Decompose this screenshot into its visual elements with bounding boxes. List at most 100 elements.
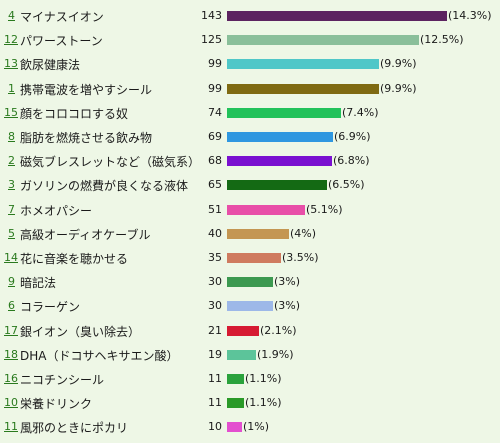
- rank-link[interactable]: 5: [8, 226, 15, 240]
- bar: [227, 228, 289, 239]
- percent-label: (3%): [274, 275, 301, 289]
- table-row: 6 コラーゲン 30 (3%): [0, 297, 500, 317]
- bar: [227, 398, 244, 409]
- percent-label: (12.5%): [420, 33, 464, 47]
- category-label: ガソリンの燃費が良くなる液体: [20, 179, 189, 194]
- rank-link[interactable]: 17: [4, 323, 18, 337]
- table-row: 11 風邪のときにポカリ 10 (1%): [0, 418, 500, 438]
- count-value: 30: [208, 299, 222, 313]
- category-label: 銀イオン（臭い除去）: [20, 324, 141, 339]
- table-row: 16 ニコチンシール 11 (1.1%): [0, 370, 500, 390]
- bar: [227, 325, 259, 336]
- rank-link[interactable]: 10: [4, 396, 18, 410]
- rank-link[interactable]: 15: [4, 105, 18, 119]
- count-value: 99: [208, 81, 222, 95]
- percent-label: (1.1%): [245, 372, 282, 385]
- rank-link[interactable]: 8: [8, 130, 15, 143]
- count-value: 11: [208, 396, 222, 410]
- category-label: 花に音楽を聴かせる: [20, 252, 129, 266]
- percent-label: (6.5%): [328, 178, 365, 192]
- rank-link[interactable]: 18: [4, 347, 18, 361]
- rank-link[interactable]: 14: [4, 251, 18, 264]
- bar: [227, 132, 333, 142]
- percent-label: (5.1%): [306, 202, 343, 216]
- count-value: 11: [208, 372, 222, 385]
- table-row: 14 花に音楽を聴かせる 35 (3.5%): [0, 249, 500, 269]
- rank-link[interactable]: 3: [8, 178, 15, 192]
- category-label: 高級オーディオケーブル: [20, 227, 151, 242]
- category-label: 栄養ドリンク: [20, 397, 93, 412]
- percent-label: (1%): [243, 420, 270, 434]
- count-value: 40: [208, 226, 222, 240]
- percent-label: (3%): [274, 299, 301, 313]
- count-value: 99: [208, 57, 222, 71]
- table-row: 13 飲尿健康法 99 (9.9%): [0, 55, 500, 75]
- bar: [227, 83, 379, 94]
- bar: [227, 11, 447, 21]
- category-label: 暗記法: [20, 276, 57, 291]
- category-label: 携帯電波を増やすシール: [20, 82, 153, 97]
- bar: [227, 374, 244, 384]
- rank-link[interactable]: 16: [4, 372, 18, 385]
- rank-link[interactable]: 13: [4, 57, 18, 71]
- table-row: 1 携帯電波を増やすシール 99 (9.9%): [0, 80, 500, 100]
- bar: [227, 180, 327, 191]
- category-label: パワーストーン: [20, 34, 103, 49]
- rank-link[interactable]: 2: [8, 154, 15, 168]
- count-value: 65: [208, 178, 222, 192]
- count-value: 68: [208, 154, 222, 168]
- count-value: 74: [208, 105, 222, 119]
- category-label: 顔をコロコロする奴: [20, 106, 129, 121]
- table-row: 9 暗記法 30 (3%): [0, 273, 500, 293]
- percent-label: (9.9%): [380, 57, 417, 71]
- percent-label: (7.4%): [342, 105, 379, 119]
- table-row: 10 栄養ドリンク 11 (1.1%): [0, 394, 500, 414]
- category-label: 風邪のときにポカリ: [20, 421, 129, 436]
- table-row: 2 磁気ブレスレットなど（磁気系） 68 (6.8%): [0, 152, 500, 172]
- rank-link[interactable]: 9: [8, 275, 15, 289]
- bar: [227, 349, 256, 360]
- table-row: 17 銀イオン（臭い除去） 21 (2.1%): [0, 322, 500, 342]
- table-row: 7 ホメオパシー 51 (5.1%): [0, 201, 500, 221]
- bar: [227, 35, 419, 46]
- category-label: ニコチンシール: [20, 373, 105, 387]
- rank-link[interactable]: 1: [8, 81, 15, 95]
- table-row: 3 ガソリンの燃費が良くなる液体 65 (6.5%): [0, 176, 500, 196]
- percent-label: (1.9%): [257, 347, 294, 361]
- bar: [227, 107, 341, 118]
- category-label: 飲尿健康法: [20, 58, 81, 73]
- rank-link[interactable]: 11: [4, 420, 18, 434]
- rank-link[interactable]: 4: [8, 9, 15, 22]
- percent-label: (1.1%): [245, 396, 282, 410]
- category-label: 磁気ブレスレットなど（磁気系）: [20, 155, 201, 170]
- rank-link[interactable]: 12: [4, 33, 18, 47]
- bar: [227, 253, 281, 263]
- count-value: 21: [208, 323, 222, 337]
- category-label: ホメオパシー: [20, 203, 93, 218]
- percent-label: (2.1%): [260, 323, 297, 337]
- category-label: DHA（ドコサヘキサエン酸）: [20, 348, 179, 363]
- rank-link[interactable]: 6: [8, 299, 15, 313]
- count-value: 143: [201, 9, 222, 22]
- percent-label: (6.8%): [333, 154, 370, 168]
- rank-link[interactable]: 7: [8, 202, 15, 216]
- count-value: 30: [208, 275, 222, 289]
- percent-label: (9.9%): [380, 81, 417, 95]
- count-value: 10: [208, 420, 222, 434]
- percent-label: (4%): [290, 226, 317, 240]
- table-row: 18 DHA（ドコサヘキサエン酸） 19 (1.9%): [0, 346, 500, 366]
- percent-label: (3.5%): [282, 251, 319, 264]
- count-value: 69: [208, 130, 222, 143]
- percent-label: (6.9%): [334, 130, 371, 143]
- table-row: 5 高級オーディオケーブル 40 (4%): [0, 225, 500, 245]
- count-value: 35: [208, 251, 222, 264]
- table-row: 4 マイナスイオン 143 (14.3%): [0, 7, 500, 27]
- count-value: 125: [201, 33, 222, 47]
- bar: [227, 277, 273, 288]
- bar: [227, 59, 379, 70]
- count-value: 51: [208, 202, 222, 216]
- table-row: 12 パワーストーン 125 (12.5%): [0, 31, 500, 51]
- category-label: マイナスイオン: [20, 10, 104, 24]
- bar: [227, 156, 332, 167]
